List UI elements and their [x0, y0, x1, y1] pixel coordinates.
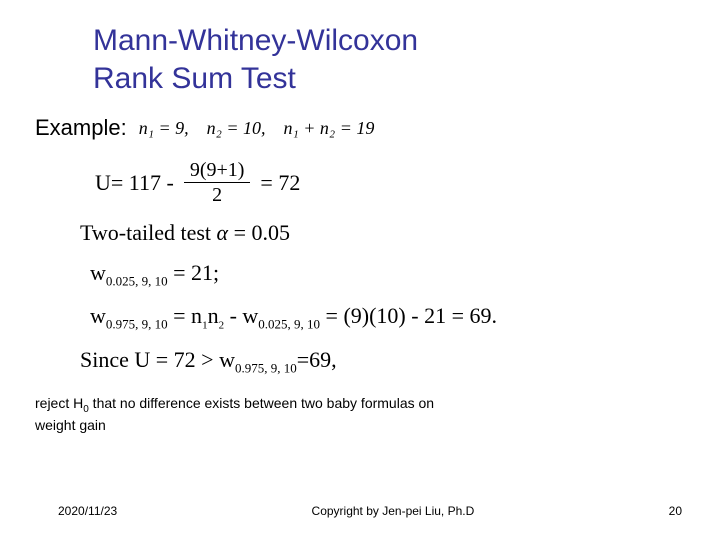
u-equation: U= 117 - 9(9+1) 2 = 72	[95, 159, 685, 206]
two-tailed-prefix: Two-tailed test	[80, 220, 217, 245]
slide-title: Mann-Whitney-Wilcoxon Rank Sum Test	[93, 22, 685, 97]
title-line-1: Mann-Whitney-Wilcoxon	[93, 24, 418, 57]
w2-rest: = (9)(10) - 21 = 69.	[320, 303, 497, 328]
since-rest: =69,	[297, 347, 337, 372]
u-eq-right: = 72	[260, 170, 300, 196]
slide-container: Mann-Whitney-Wilcoxon Rank Sum Test Exam…	[0, 0, 720, 540]
since-sub: 0.975, 9, 10	[235, 360, 297, 375]
w-lower-critical: w0.025, 9, 10 = 21;	[90, 260, 685, 289]
two-tailed-line: Two-tailed test α = 0.05	[80, 220, 685, 246]
w2-prefix: w	[90, 303, 106, 328]
conclusion: reject H0 that no difference exists betw…	[35, 394, 685, 435]
w2-mid: = n	[168, 303, 202, 328]
w2-mid2: n	[208, 303, 219, 328]
title-line-2: Rank Sum Test	[93, 62, 296, 95]
w2-sub2: 0.025, 9, 10	[258, 317, 320, 332]
w2-minus: - w	[224, 303, 258, 328]
example-row: Example: n₁ = 9, n₂ = 10, n₁ + n₂ = 19	[35, 115, 685, 141]
example-params: n₁ = 9, n₂ = 10, n₁ + n₂ = 19	[139, 118, 375, 139]
conclusion-1: reject H	[35, 395, 83, 411]
w1-rest: = 21;	[168, 260, 220, 285]
u-fraction: 9(9+1) 2	[184, 159, 251, 206]
conclusion-3: weight gain	[35, 417, 106, 433]
u-frac-num: 9(9+1)	[184, 159, 251, 183]
footer-date: 2020/11/23	[58, 504, 117, 518]
w-upper-critical: w0.975, 9, 10 = n1n2 - w0.025, 9, 10 = (…	[90, 303, 685, 332]
since-line: Since U = 72 > w0.975, 9, 10=69,	[80, 347, 685, 376]
alpha-symbol: α	[217, 220, 229, 245]
u-eq-left: U= 117 -	[95, 170, 174, 196]
conclusion-2: that no difference exists between two ba…	[89, 395, 434, 411]
slide-footer: 2020/11/23 Copyright by Jen-pei Liu, Ph.…	[0, 504, 720, 518]
w1-prefix: w	[90, 260, 106, 285]
two-tailed-value: = 0.05	[228, 220, 290, 245]
example-label: Example:	[35, 115, 127, 141]
w2-sub1: 0.975, 9, 10	[106, 317, 168, 332]
w1-sub: 0.025, 9, 10	[106, 273, 168, 288]
u-frac-den: 2	[206, 183, 228, 206]
footer-copyright: Copyright by Jen-pei Liu, Ph.D	[117, 504, 668, 518]
since-prefix: Since U = 72 > w	[80, 347, 235, 372]
footer-page-number: 20	[669, 504, 682, 518]
